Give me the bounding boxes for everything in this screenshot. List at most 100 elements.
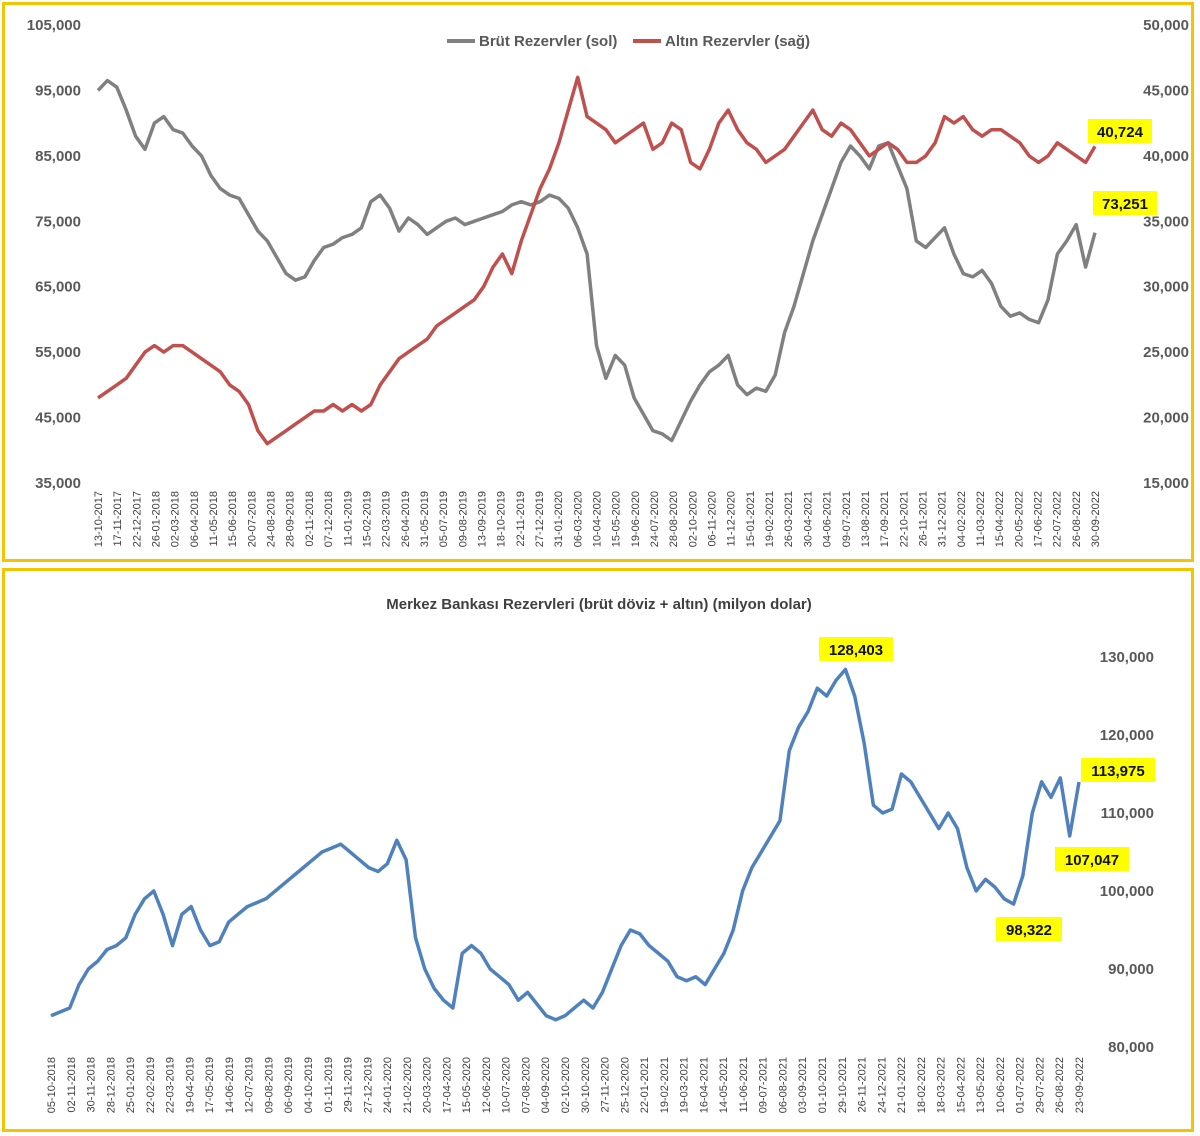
chart1-legend: Brüt Rezervler (sol) Altın Rezervler (sa… [447, 33, 810, 50]
chart2-x-tick-40: 29-10-2021 [837, 1057, 849, 1113]
chart2-x-tick-12: 06-09-2019 [283, 1057, 295, 1113]
x-axis-tick-3: 26-01-2018 [151, 491, 163, 547]
chart1-right-axis-ticks: 15,000 20,000 25,000 30,000 35,000 40,000 45,0… [1143, 17, 1189, 492]
x-axis-tick-27: 15-05-2020 [611, 491, 623, 547]
x-axis-tick-51: 26-08-2022 [1071, 491, 1083, 547]
x-axis-tick-12: 07-12-2018 [323, 491, 335, 547]
x-axis-tick-7: 15-06-2018 [227, 491, 239, 547]
chart2-x-tick-52: 23-09-2022 [1074, 1057, 1086, 1113]
x-axis-tick-52: 30-09-2022 [1090, 491, 1102, 547]
x-axis-tick-19: 09-08-2019 [457, 491, 469, 547]
x-axis-tick-35: 19-02-2021 [764, 491, 776, 547]
chart2-axis-tick-0: 80,000 [1108, 1039, 1154, 1056]
x-axis-tick-29: 24-07-2020 [649, 491, 661, 547]
callout-gross-last: 73,251 [1093, 191, 1157, 215]
x-axis-tick-22: 22-11-2019 [515, 491, 527, 546]
x-axis-tick-47: 15-04-2022 [994, 491, 1006, 547]
x-axis-tick-38: 04-06-2021 [822, 491, 834, 547]
x-axis-tick-42: 22-10-2021 [898, 491, 910, 547]
total-reserves-chart: Merkez Bankası Rezervleri (brüt döviz + … [46, 596, 1155, 1113]
chart2-x-tick-37: 06-08-2021 [777, 1057, 789, 1113]
chart2-x-tick-29: 25-12-2020 [619, 1057, 631, 1113]
chart2-axis-tick-4: 120,000 [1100, 727, 1154, 744]
x-axis-tick-0: 13-10-2017 [93, 491, 105, 547]
chart2-x-tick-48: 10-06-2022 [995, 1057, 1007, 1113]
x-axis-tick-48: 20-05-2022 [1013, 491, 1025, 547]
x-axis-tick-20: 13-09-2019 [476, 491, 488, 547]
chart2-x-tick-0: 05-10-2018 [46, 1057, 58, 1113]
chart2-x-tick-46: 15-04-2022 [955, 1057, 967, 1113]
x-axis-tick-32: 06-11-2020 [707, 491, 719, 546]
chart1-x-axis-ticks: 13-10-2017 17-11-2017 22-12-2017 26-01-2018… [93, 491, 1102, 547]
chart2-x-tick-14: 01-11-2019 [323, 1057, 335, 1112]
chart2-x-tick-13: 04-10-2019 [303, 1057, 315, 1113]
chart2-title: Merkez Bankası Rezervleri (brüt döviz + … [386, 596, 812, 613]
callout-dip-recent: 107,047 [1055, 847, 1129, 871]
x-axis-tick-18: 05-07-2019 [438, 491, 450, 547]
x-axis-tick-34: 15-01-2021 [745, 491, 757, 547]
x-axis-tick-43: 26-11-2021 [917, 491, 929, 546]
chart2-x-tick-36: 09-07-2021 [758, 1057, 770, 1113]
chart2-x-tick-27: 30-10-2020 [580, 1057, 592, 1113]
chart2-x-tick-20: 17-04-2020 [441, 1057, 453, 1113]
x-axis-tick-36: 26-03-2021 [783, 491, 795, 547]
x-axis-tick-40: 13-08-2021 [860, 491, 872, 547]
series-line-gold-reserves [97, 75, 1097, 446]
legend-label-gross: Brüt Rezervler (sol) [479, 33, 617, 50]
x-axis-tick-26: 10-04-2020 [592, 491, 604, 547]
chart2-x-tick-38: 03-09-2021 [797, 1057, 809, 1113]
chart2-series-line [50, 667, 1081, 1022]
chart2-x-tick-25: 04-09-2020 [540, 1057, 552, 1113]
series-line-total-reserves [50, 667, 1081, 1022]
chart2-x-tick-44: 18-02-2022 [916, 1057, 928, 1113]
chart2-x-tick-41: 26-11-2021 [857, 1057, 869, 1112]
chart2-x-tick-23: 10-07-2020 [501, 1057, 513, 1113]
chart2-x-tick-33: 16-04-2021 [698, 1057, 710, 1113]
left-axis-tick-3: 65,000 [35, 279, 81, 296]
left-axis-tick-4: 75,000 [35, 213, 81, 230]
x-axis-tick-37: 30-04-2021 [802, 491, 814, 547]
callout-low-box [996, 917, 1062, 941]
x-axis-tick-21: 18-10-2019 [496, 491, 508, 547]
chart2-x-tick-24: 07-08-2020 [520, 1057, 532, 1113]
chart2-axis-tick-5: 130,000 [1100, 649, 1154, 666]
x-axis-tick-46: 11-03-2022 [975, 491, 987, 546]
x-axis-tick-9: 24-08-2018 [266, 491, 278, 547]
x-axis-tick-28: 19-06-2020 [630, 491, 642, 547]
chart2-x-tick-16: 27-12-2019 [362, 1057, 374, 1113]
chart2-x-tick-35: 11-06-2021 [738, 1057, 750, 1112]
x-axis-tick-15: 22-03-2019 [381, 491, 393, 547]
chart2-x-tick-5: 22-02-2019 [145, 1057, 157, 1113]
chart2-right-axis-ticks: 80,000 90,000 100,000 110,000 120,000 130,000 [1100, 649, 1154, 1056]
left-axis-tick-6: 95,000 [35, 82, 81, 99]
chart2-x-tick-28: 27-11-2020 [600, 1057, 612, 1112]
x-axis-tick-24: 31-01-2020 [553, 491, 565, 547]
callout-gross-last-box [1093, 191, 1157, 215]
chart2-x-tick-2: 30-11-2018 [86, 1057, 98, 1112]
callout-peak-box [819, 637, 893, 661]
chart2-x-tick-49: 01-07-2022 [1015, 1057, 1027, 1113]
left-axis-tick-0: 35,000 [35, 475, 81, 492]
chart2-axis-tick-1: 90,000 [1108, 961, 1154, 978]
chart2-x-tick-22: 12-06-2020 [481, 1057, 493, 1113]
x-axis-tick-23: 27-12-2019 [534, 491, 546, 547]
left-axis-tick-1: 45,000 [35, 410, 81, 427]
chart1-series-lines [96, 75, 1097, 446]
left-axis-tick-5: 85,000 [35, 148, 81, 165]
legend-label-gold: Altın Rezervler (sağ) [665, 33, 810, 50]
x-axis-tick-13: 11-01-2019 [342, 491, 354, 546]
x-axis-tick-1: 17-11-2017 [112, 491, 124, 546]
left-axis-tick-7: 105,000 [27, 17, 81, 34]
chart2-x-tick-1: 02-11-2018 [66, 1057, 78, 1112]
chart2-x-tick-34: 14-05-2021 [718, 1057, 730, 1113]
right-axis-tick-2: 25,000 [1143, 344, 1189, 361]
chart1-left-axis-ticks: 35,000 45,000 55,000 65,000 75,000 85,000 95,0… [27, 17, 81, 492]
chart2-x-tick-6: 22-03-2019 [165, 1057, 177, 1113]
chart2-x-tick-10: 12-07-2019 [244, 1057, 256, 1113]
series-line-gross-reserves [96, 78, 1097, 443]
x-axis-tick-31: 02-10-2020 [687, 491, 699, 547]
x-axis-tick-25: 06-03-2020 [572, 491, 584, 547]
right-axis-tick-4: 35,000 [1143, 213, 1189, 230]
callout-last-box [1081, 758, 1155, 782]
right-axis-tick-1: 20,000 [1143, 410, 1189, 427]
